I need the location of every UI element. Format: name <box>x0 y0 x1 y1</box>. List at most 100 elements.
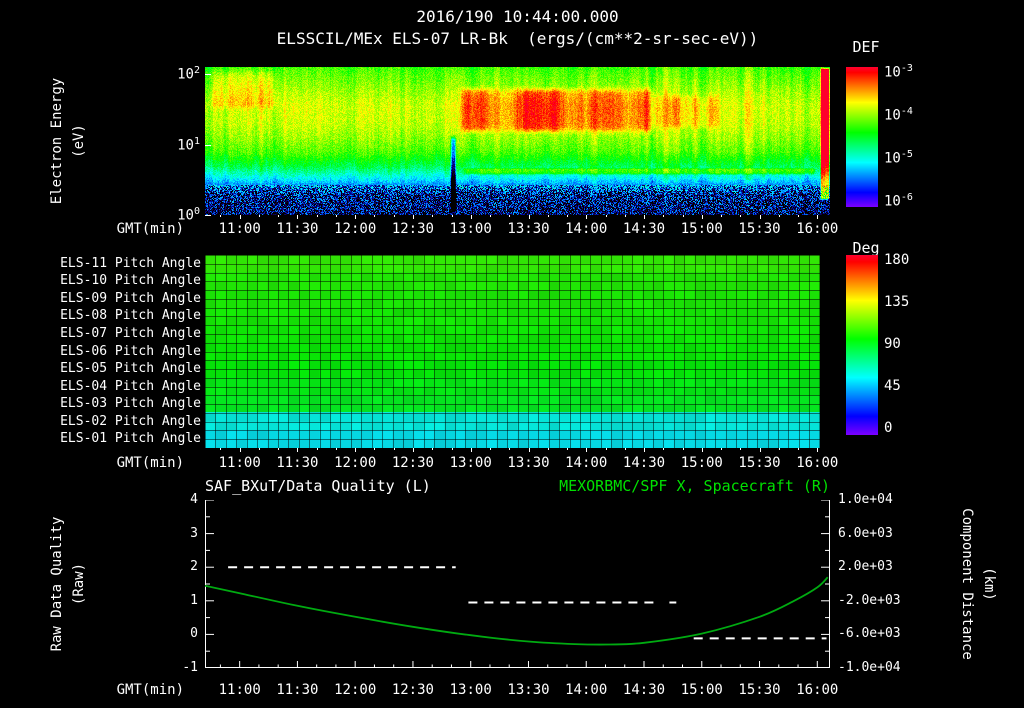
x-tick-mark <box>567 448 568 450</box>
right-y-tick-label: 6.0e+03 <box>838 525 893 541</box>
pitch-row-label: ELS-05 Pitch Angle <box>60 361 201 376</box>
x-tick-label: 11:30 <box>276 221 319 237</box>
pitch-row-label: ELS-10 Pitch Angle <box>60 273 201 289</box>
x-tick-mark <box>740 215 742 217</box>
x-tick-mark <box>239 215 241 219</box>
right-y-tick-label: 2.0e+03 <box>838 559 893 575</box>
x-tick-label: 13:30 <box>507 682 550 698</box>
spacecraft-distance-curve <box>205 576 829 646</box>
x-tick-mark <box>470 215 472 219</box>
x-tick-mark <box>278 448 280 450</box>
x-tick-mark <box>663 215 665 217</box>
x-tick-label: 12:30 <box>391 682 434 698</box>
x-tick-mark <box>278 215 280 217</box>
y-tick-mark <box>205 74 211 75</box>
x-tick-mark <box>586 215 588 219</box>
x-tick-label: 11:00 <box>218 682 261 698</box>
x-tick-mark <box>239 448 241 452</box>
x-tick-mark <box>355 448 357 452</box>
pitch-row-label: ELS-09 Pitch Angle <box>60 290 201 306</box>
x-tick-mark <box>682 448 684 450</box>
x-tick-mark <box>721 215 722 217</box>
deg-colorbar-tick-label: 180 <box>884 252 910 268</box>
right-y-tick-label: -2.0e+03 <box>838 592 901 608</box>
deg-colorbar-tick-label: 45 <box>884 378 901 394</box>
x-tick-mark <box>490 215 491 217</box>
left-y-tick-label: 0 <box>190 626 198 642</box>
x-tick-label: 14:00 <box>565 455 608 471</box>
right-y-tick-label: -1.0e+04 <box>838 660 901 675</box>
x-tick-label: 13:30 <box>507 221 550 237</box>
y-tick-mark <box>205 144 211 146</box>
x-tick-mark <box>335 448 337 450</box>
pitch-row-label: ELS-01 Pitch Angle <box>60 431 201 447</box>
spectrogram-y-tick-label: 100 <box>177 206 200 224</box>
datetime-title: 2016/190 10:44:00.000 <box>416 7 619 26</box>
electron-energy-spectrogram <box>205 67 830 215</box>
x-tick-mark <box>528 215 530 219</box>
x-tick-mark <box>432 448 434 450</box>
x-tick-label: 12:00 <box>334 455 377 471</box>
spectrogram-y-tick-label: 101 <box>177 135 200 154</box>
x-tick-mark <box>682 215 684 217</box>
x-tick-mark <box>701 448 703 452</box>
def-colorbar-tick-label: 10-5 <box>884 149 913 167</box>
right-y-axis-title: Component Distance <box>959 508 975 660</box>
x-tick-mark <box>258 215 260 217</box>
x-tick-mark <box>778 215 780 217</box>
left-y-tick-label: 4 <box>190 492 198 507</box>
x-tick-mark <box>605 215 607 217</box>
pitch-row-label: ELS-02 Pitch Angle <box>60 413 201 429</box>
x-tick-mark <box>470 448 472 452</box>
x-tick-mark <box>798 215 799 217</box>
def-colorbar-title: DEF <box>852 38 880 56</box>
x-axis-unit-label: GMT(min) <box>116 221 184 237</box>
x-tick-label: 15:00 <box>680 455 723 471</box>
x-tick-label: 15:30 <box>738 455 781 471</box>
x-tick-mark <box>798 448 799 450</box>
x-tick-mark <box>547 448 549 450</box>
x-tick-mark <box>220 448 222 450</box>
x-tick-label: 13:00 <box>449 682 492 698</box>
x-tick-mark <box>335 215 337 217</box>
def-colorbar-tick-label: 10-4 <box>884 106 913 124</box>
x-tick-label: 14:30 <box>622 682 666 698</box>
x-tick-label: 15:00 <box>680 682 723 698</box>
x-tick-mark <box>528 448 530 452</box>
x-tick-label: 12:30 <box>391 455 434 471</box>
x-tick-mark <box>374 448 376 450</box>
x-tick-label: 13:30 <box>507 455 550 471</box>
left-y-tick-label: -1 <box>182 660 198 675</box>
x-tick-mark <box>721 448 722 450</box>
left-y-tick-label: 1 <box>190 592 198 608</box>
x-tick-mark <box>374 215 376 217</box>
x-tick-mark <box>451 448 453 450</box>
x-tick-mark <box>701 215 703 219</box>
x-axis-unit-label: GMT(min) <box>116 455 184 471</box>
right-y-axis-units: (km) <box>981 567 997 601</box>
x-tick-mark <box>624 215 626 217</box>
x-tick-mark <box>817 448 819 452</box>
x-tick-mark <box>740 448 742 450</box>
x-tick-mark <box>316 215 318 217</box>
x-tick-mark <box>624 448 626 450</box>
x-tick-mark <box>663 448 665 450</box>
x-tick-label: 14:00 <box>565 221 608 237</box>
y-tick-mark <box>205 215 211 216</box>
distance-series-title: MEXORBMC/SPF X, Spacecraft (R) <box>559 477 830 495</box>
x-tick-label: 15:00 <box>680 221 723 237</box>
x-tick-label: 12:30 <box>391 221 434 237</box>
x-tick-mark <box>490 448 491 450</box>
x-tick-mark <box>644 448 645 452</box>
left-y-axis-units: (Raw) <box>71 562 87 606</box>
x-tick-mark <box>586 448 588 452</box>
x-tick-label: 16:00 <box>796 455 839 471</box>
deg-colorbar-tick-label: 90 <box>884 336 901 352</box>
spectrogram-y-tick-label: 102 <box>177 65 200 83</box>
x-tick-label: 13:00 <box>449 455 492 471</box>
instrument-title: ELSSCIL/MEx ELS-07 LR-Bk (ergs/(cm**2-sr… <box>276 29 759 48</box>
x-tick-label: 14:00 <box>565 682 608 698</box>
x-tick-mark <box>547 215 549 217</box>
pitch-row-label: ELS-07 Pitch Angle <box>60 326 201 341</box>
pitch-row-label: ELS-08 Pitch Angle <box>60 308 201 324</box>
